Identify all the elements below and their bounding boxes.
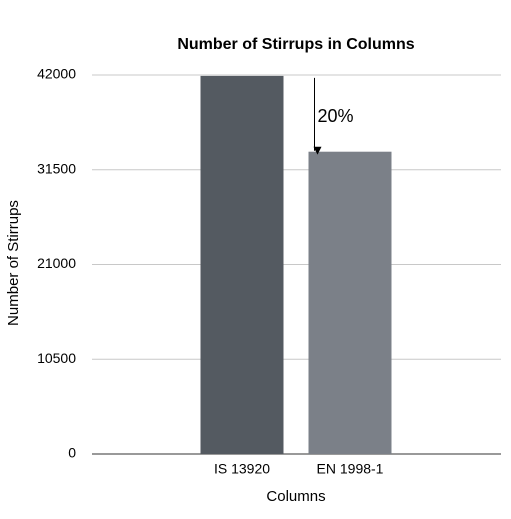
annotation: 20% [318,106,354,126]
y-axis-label: Number of Stirrups [5,200,22,326]
chart-title: Number of Stirrups in Columns [177,36,414,53]
y-tick-label: 21000 [37,255,76,271]
bar [200,75,284,455]
x-tick-label: EN 1998-1 [317,461,384,477]
bar [308,151,392,454]
x-tick-label: IS 13920 [214,461,270,477]
y-tick-label: 31500 [37,160,76,176]
x-axis-label: Columns [266,488,325,505]
y-tick-label: 0 [68,445,76,461]
y-tick-label: 10500 [37,350,76,366]
y-tick-label: 42000 [37,66,76,82]
